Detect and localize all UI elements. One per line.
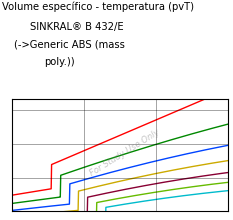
- Text: For Study Use Only: For Study Use Only: [88, 128, 161, 178]
- Text: SINKRAL® B 432/E: SINKRAL® B 432/E: [30, 22, 124, 32]
- Text: Volume específico - temperatura (pvT): Volume específico - temperatura (pvT): [2, 1, 194, 12]
- Text: (->Generic ABS (mass: (->Generic ABS (mass: [14, 40, 125, 50]
- Text: poly.)): poly.)): [44, 57, 75, 67]
